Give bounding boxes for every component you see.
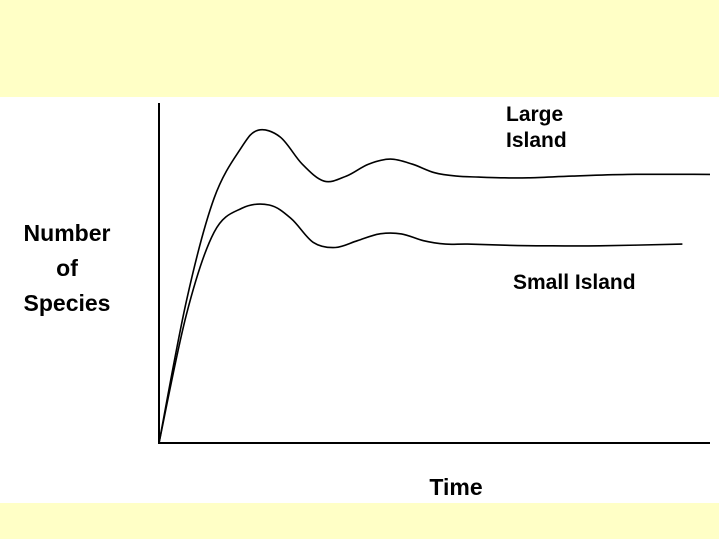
x-axis-label: Time <box>429 474 482 500</box>
series-label-large-island-line1: Large <box>506 103 563 126</box>
y-axis-label-line2: of <box>56 255 78 281</box>
y-axis-label-line1: Number <box>24 220 111 246</box>
chart-area: Large Island Small Island Number of Spec… <box>0 97 719 503</box>
top-band <box>0 0 719 97</box>
series-line-large-island <box>158 128 711 444</box>
y-axis-label-line3: Species <box>24 290 111 316</box>
bottom-band <box>0 503 719 539</box>
series-label-small-island: Small Island <box>513 271 636 294</box>
series-line-small-island <box>158 203 683 444</box>
series-label-large-island-line2: Island <box>506 129 567 152</box>
species-time-chart: Large Island Small Island Number of Spec… <box>24 103 711 500</box>
